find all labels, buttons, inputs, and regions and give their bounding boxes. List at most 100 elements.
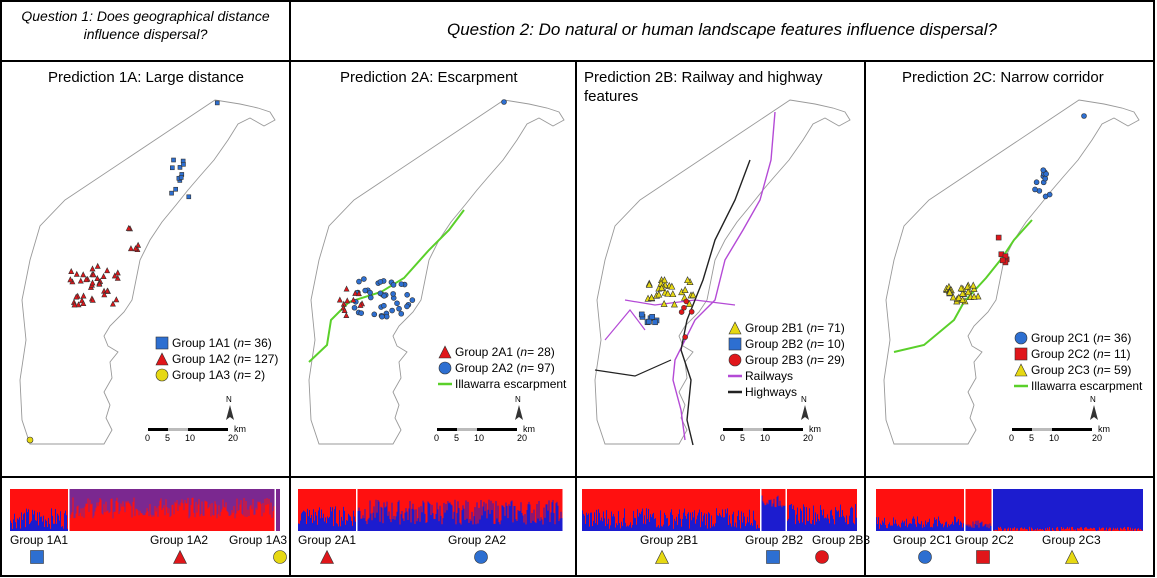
structure-column <box>1038 529 1039 531</box>
structure-column <box>910 523 911 531</box>
legend-2a: Group 2A1 (n = 28) Group 2A2 (n = 97) Illa… <box>438 344 566 392</box>
structure-column <box>944 525 945 531</box>
map-point <box>660 299 668 307</box>
structure-column <box>177 510 179 531</box>
structure-column <box>809 508 810 531</box>
structure-column <box>42 521 43 531</box>
structure-column <box>30 522 31 531</box>
question-2-text: Question 2: Do natural or human landscap… <box>446 20 997 39</box>
structure-column <box>32 509 33 531</box>
structure-column <box>661 526 662 531</box>
structure-column <box>341 516 342 531</box>
structure-column <box>923 524 924 531</box>
structure-column <box>208 507 210 531</box>
structure-column <box>540 517 542 531</box>
structure-column <box>769 500 771 531</box>
structure-column <box>402 518 404 531</box>
structure-column <box>109 511 111 531</box>
segment-divider <box>760 489 762 531</box>
structure-column <box>549 522 551 531</box>
structure-column <box>1130 527 1131 531</box>
structure-column <box>1016 528 1017 531</box>
structure-column <box>320 518 321 531</box>
structure-column <box>1020 528 1021 531</box>
structure-column <box>604 518 605 531</box>
group-mark <box>918 550 932 564</box>
structure-column <box>900 527 901 531</box>
north-label: N <box>515 395 521 404</box>
structure-column <box>1042 529 1043 531</box>
structure-column <box>813 505 814 531</box>
structure-column <box>889 522 890 531</box>
map-point <box>343 312 350 319</box>
structure-column <box>1015 530 1016 531</box>
structure-column <box>143 515 145 531</box>
highway-branch <box>594 359 672 377</box>
structure-column <box>841 516 842 531</box>
structure-column <box>404 512 406 531</box>
structure-column <box>1095 529 1096 531</box>
structure-column <box>325 517 326 531</box>
structure-column <box>87 498 89 531</box>
structure-column <box>28 509 29 531</box>
map-point <box>683 298 690 305</box>
structure-column <box>133 497 135 531</box>
structure-column <box>469 519 471 531</box>
structure-column <box>713 524 714 531</box>
structure-column <box>950 524 951 531</box>
map-point <box>398 310 405 317</box>
structure-column <box>939 520 940 531</box>
structure-column <box>316 515 317 531</box>
structure-column <box>1003 530 1004 531</box>
structure-column <box>976 525 978 531</box>
structure-column <box>1046 530 1047 531</box>
structure-column <box>934 517 935 531</box>
structure-column <box>125 501 127 531</box>
structure-column <box>453 511 455 531</box>
structure-column <box>271 517 273 531</box>
structure-column <box>168 508 170 531</box>
structure-column <box>931 526 932 531</box>
structure-column <box>1094 527 1095 531</box>
legend-label: Group 2B1 ( <box>745 321 811 335</box>
structure-column <box>709 513 710 531</box>
structure-column <box>632 524 633 531</box>
structure-column <box>911 523 912 531</box>
structure-column <box>127 500 129 531</box>
structure-column <box>634 517 635 531</box>
structure-column <box>360 518 362 531</box>
structure-column <box>371 520 373 531</box>
structure-column <box>1121 528 1122 531</box>
structure-column <box>695 523 696 531</box>
segment-base <box>876 489 964 531</box>
structure-column <box>969 524 971 531</box>
structure-column <box>1013 528 1014 531</box>
structure-column <box>403 520 405 531</box>
structure-column <box>707 528 708 531</box>
structure-column <box>263 512 265 531</box>
structure-column <box>553 513 555 531</box>
legend-label: Illawarra escarpment <box>1031 379 1143 393</box>
structure-column <box>551 502 553 531</box>
structure-column <box>595 523 596 531</box>
structure-column <box>164 515 166 531</box>
structure-column <box>720 515 721 531</box>
structure-column <box>823 509 824 531</box>
structure-column <box>399 524 401 531</box>
structure-column <box>255 507 257 531</box>
structure-column <box>529 504 531 531</box>
structure-column <box>1086 527 1087 531</box>
structure-column <box>443 502 445 531</box>
structure-column <box>17 518 18 531</box>
structure-column <box>116 497 118 531</box>
structure-segment <box>10 489 70 531</box>
structure-column <box>844 517 845 531</box>
structure-column <box>129 503 131 531</box>
structure-column <box>113 511 115 531</box>
structure-column <box>76 506 78 531</box>
structure-column <box>1123 527 1124 531</box>
map-point <box>638 311 645 318</box>
structure-column <box>920 524 921 531</box>
structure-column <box>355 521 356 531</box>
structure-column <box>1122 529 1123 531</box>
